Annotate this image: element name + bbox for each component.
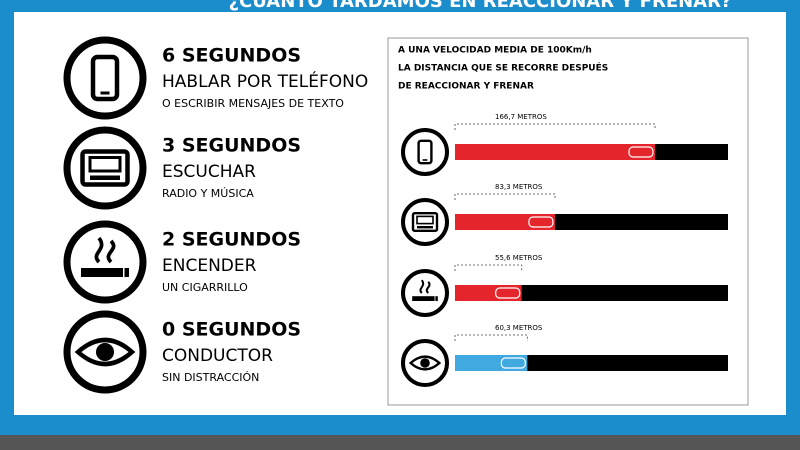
icon-ring [401,198,449,246]
item-seconds: 6 SEGUNDOS [162,45,301,67]
item-seconds: 2 SEGUNDOS [162,229,301,251]
item-detail: RADIO Y MÚSICA [162,187,254,200]
car [495,287,521,299]
icon-ring [63,36,147,120]
item-detail: O ESCRIBIR MENSAJES DE TEXTO [162,97,344,110]
icon-ring [63,126,147,210]
value-label: 83,3 METROS [495,183,543,191]
distance-bracket [454,193,556,200]
bar [455,355,528,371]
chart-title: LA DISTANCIA QUE SE RECORRE DESPUÉS [398,62,608,74]
value-label: 55,6 METROS [495,254,543,262]
item-detail: UN CIGARRILLO [162,281,248,294]
icon-ring [401,128,449,176]
header-title: ¿CUÁNTO TARDAMOS EN REACCIONAR Y FRENAR? [229,0,732,12]
value-label: 166,7 METROS [495,113,547,121]
icon-ring [63,220,147,304]
item-action: ENCENDER [162,256,257,276]
distance-bracket [454,334,528,341]
chart-title: DE REACCIONAR Y FRENAR [398,82,534,92]
car [528,216,554,228]
item-action: HABLAR POR TELÉFONO [162,70,368,92]
footer-bar [0,435,800,450]
chart-title: A UNA VELOCIDAD MEDIA DE 100Km/h [398,46,592,56]
item-detail: SIN DISTRACCIÓN [162,371,259,384]
value-label: 60,3 METROS [495,324,543,332]
car [500,357,526,369]
item-seconds: 3 SEGUNDOS [162,135,301,157]
bar [455,144,655,160]
item-action: CONDUCTOR [162,346,273,366]
road [455,285,728,301]
chart: A UNA VELOCIDAD MEDIA DE 100Km/h LA DISTA… [398,46,728,387]
car [628,146,654,158]
item-seconds: 0 SEGUNDOS [162,319,301,341]
bar [455,285,522,301]
list: 6 SEGUNDOS HABLAR POR TELÉFONO O ESCRIBIR … [63,36,368,394]
icon-ring [401,269,449,317]
distance-bracket [454,123,656,130]
item-action: ESCUCHAR [162,162,256,182]
